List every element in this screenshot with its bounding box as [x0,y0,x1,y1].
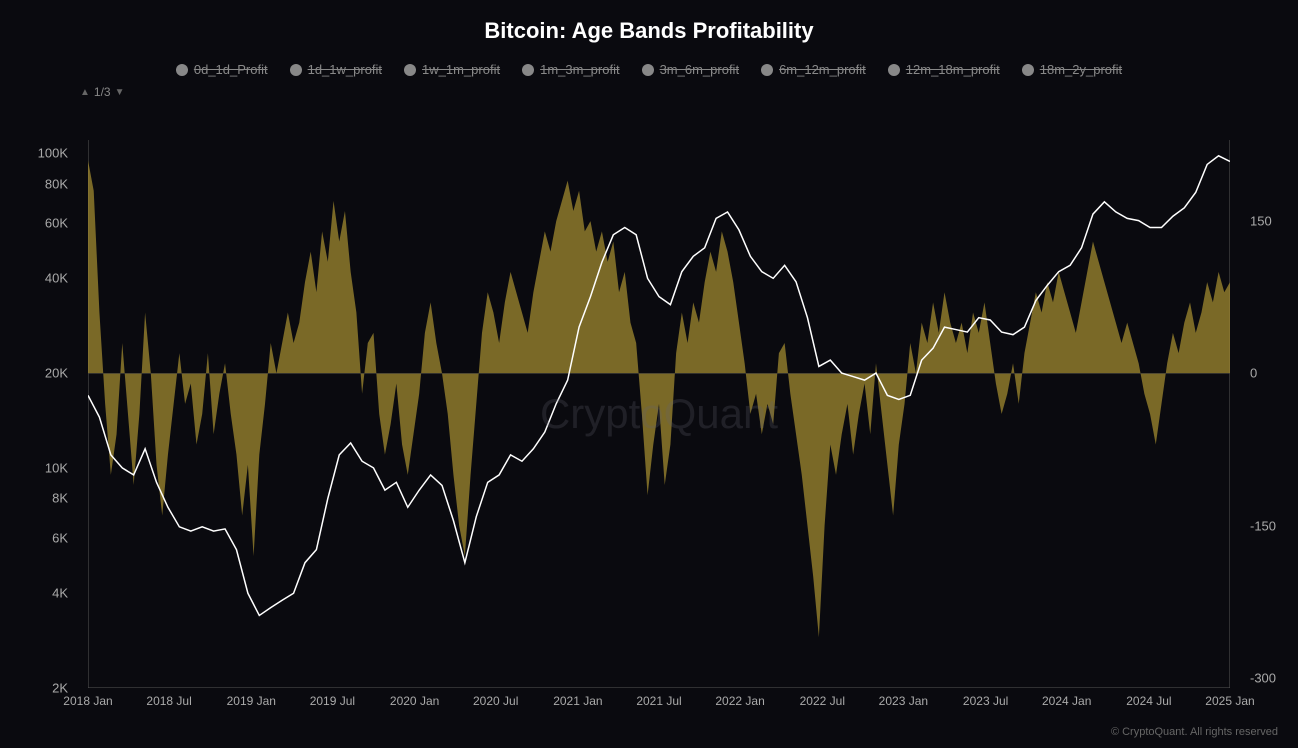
pager-text: 1/3 [94,85,111,99]
legend-label: 1w_1m_profit [422,62,500,77]
y-tick-right: -300 [1250,670,1276,685]
legend-dot-icon [761,64,773,76]
legend-label: 12m_18m_profit [906,62,1000,77]
y-tick-right: 0 [1250,366,1257,381]
legend-dot-icon [522,64,534,76]
x-tick: 2024 Jan [1042,694,1091,708]
legend-item-6[interactable]: 12m_18m_profit [888,62,1000,77]
chart-container: Bitcoin: Age Bands Profitability 0d_1d_P… [0,0,1298,748]
y-tick-left: 80K [45,176,68,191]
legend-pager[interactable]: ▲ 1/3 ▼ [0,85,1298,99]
x-tick: 2022 Jan [715,694,764,708]
x-axis: 2018 Jan2018 Jul2019 Jan2019 Jul2020 Jan… [88,694,1230,718]
legend-item-4[interactable]: 3m_6m_profit [642,62,739,77]
legend-item-0[interactable]: 0d_1d_Profit [176,62,268,77]
legend-item-1[interactable]: 1d_1w_profit [290,62,382,77]
chart-title: Bitcoin: Age Bands Profitability [0,0,1298,54]
legend-dot-icon [290,64,302,76]
x-tick: 2021 Jan [553,694,602,708]
x-tick: 2019 Jul [310,694,355,708]
y-axis-left: 100K80K60K40K20K10K8K6K4K2K [0,140,80,688]
y-tick-left: 10K [45,460,68,475]
attribution: © CryptoQuant. All rights reserved [1111,726,1278,738]
pager-prev-icon[interactable]: ▲ [80,87,90,98]
plot-area[interactable]: CryptoQuant [88,140,1230,688]
legend-dot-icon [176,64,188,76]
y-tick-right: -150 [1250,518,1276,533]
legend-label: 6m_12m_profit [779,62,866,77]
legend-label: 1d_1w_profit [308,62,382,77]
legend-label: 0d_1d_Profit [194,62,268,77]
chart-svg [88,140,1230,688]
x-tick: 2021 Jul [636,694,681,708]
x-tick: 2020 Jul [473,694,518,708]
x-tick: 2019 Jan [227,694,276,708]
x-tick: 2025 Jan [1205,694,1254,708]
x-tick: 2022 Jul [800,694,845,708]
x-tick: 2018 Jul [146,694,191,708]
legend-dot-icon [1022,64,1034,76]
y-tick-left: 20K [45,366,68,381]
x-tick: 2023 Jan [879,694,928,708]
pager-next-icon[interactable]: ▼ [115,87,125,98]
legend-dot-icon [642,64,654,76]
y-tick-right: 150 [1250,214,1272,229]
legend-label: 18m_2y_profit [1040,62,1122,77]
legend: 0d_1d_Profit 1d_1w_profit 1w_1m_profit 1m_3… [0,54,1298,81]
x-tick: 2018 Jan [63,694,112,708]
legend-item-2[interactable]: 1w_1m_profit [404,62,500,77]
y-axis-right: 150 0 -150 -300 [1238,140,1298,688]
y-tick-left: 4K [52,586,68,601]
y-tick-left: 100K [38,146,68,161]
y-tick-left: 60K [45,215,68,230]
y-tick-left: 40K [45,271,68,286]
x-tick: 2020 Jan [390,694,439,708]
x-tick: 2023 Jul [963,694,1008,708]
legend-item-5[interactable]: 6m_12m_profit [761,62,866,77]
y-tick-left: 6K [52,530,68,545]
legend-dot-icon [404,64,416,76]
legend-label: 1m_3m_profit [540,62,619,77]
legend-item-7[interactable]: 18m_2y_profit [1022,62,1122,77]
x-tick: 2024 Jul [1126,694,1171,708]
legend-item-3[interactable]: 1m_3m_profit [522,62,619,77]
y-tick-left: 8K [52,491,68,506]
legend-label: 3m_6m_profit [660,62,739,77]
legend-dot-icon [888,64,900,76]
